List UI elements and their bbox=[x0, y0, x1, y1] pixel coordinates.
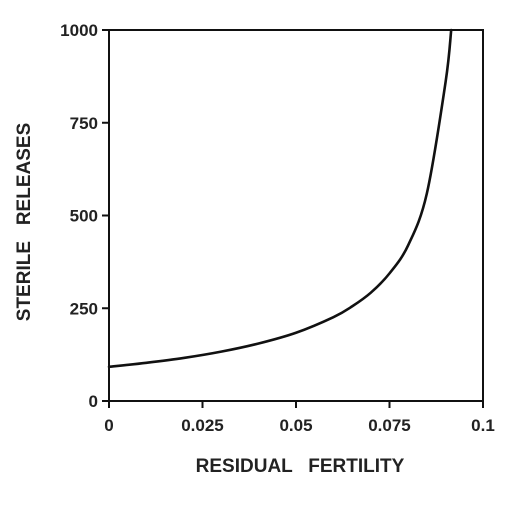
y-tick-label: 1000 bbox=[60, 21, 98, 40]
x-tick-label: 0.05 bbox=[279, 416, 312, 435]
x-tick-label: 0 bbox=[104, 416, 113, 435]
x-axis-ticks: 0 0.025 0.05 0.075 0.1 bbox=[104, 401, 495, 435]
series-line bbox=[107, 28, 453, 369]
x-tick-label: 0.1 bbox=[471, 416, 495, 435]
x-axis-label: RESIDUAL FERTILITY bbox=[196, 456, 405, 477]
x-tick-label: 0.075 bbox=[368, 416, 411, 435]
plot-area-frame bbox=[108, 29, 484, 402]
y-axis-label: STERILE RELEASES bbox=[14, 123, 35, 321]
y-axis-ticks: 0 250 500 750 1000 bbox=[60, 21, 109, 411]
y-tick-label: 500 bbox=[70, 207, 98, 226]
y-tick-label: 0 bbox=[89, 392, 98, 411]
y-tick-label: 250 bbox=[70, 299, 98, 318]
y-tick-label: 750 bbox=[70, 114, 98, 133]
series-group bbox=[107, 28, 453, 369]
x-tick-label: 0.025 bbox=[181, 416, 224, 435]
